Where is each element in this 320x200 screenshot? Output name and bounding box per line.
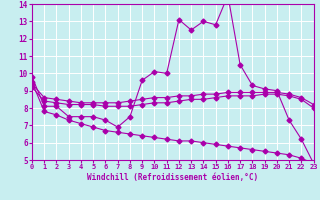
X-axis label: Windchill (Refroidissement éolien,°C): Windchill (Refroidissement éolien,°C): [87, 173, 258, 182]
